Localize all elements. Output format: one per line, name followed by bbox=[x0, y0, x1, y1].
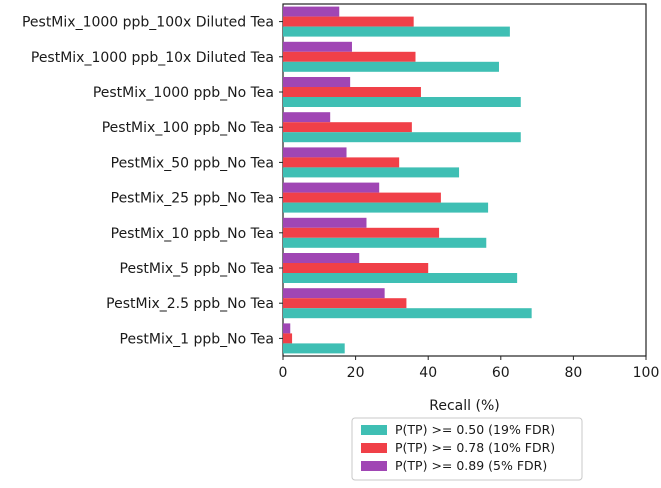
x-axis-label: Recall (%) bbox=[429, 398, 499, 414]
legend: P(TP) >= 0.50 (19% FDR) P(TP) >= 0.78 (10… bbox=[351, 417, 583, 481]
bar-3-9 bbox=[283, 288, 385, 299]
legend-box bbox=[351, 417, 583, 481]
category-label: PestMix_1000 ppb_No Tea bbox=[93, 85, 274, 101]
bar-3-10 bbox=[283, 323, 291, 334]
bar-1-5 bbox=[283, 167, 460, 178]
bar-2-8 bbox=[283, 263, 429, 273]
bar-1-2 bbox=[283, 61, 499, 72]
bar-2-5 bbox=[283, 157, 400, 168]
bar-3-8 bbox=[283, 253, 360, 263]
x-tick-label: 20 bbox=[347, 365, 365, 381]
bar-3-5 bbox=[283, 147, 347, 158]
legend-label-3: P(TP) >= 0.89 (5% FDR) bbox=[395, 458, 547, 473]
bar-2-2 bbox=[283, 51, 416, 62]
x-tick-label: 60 bbox=[492, 365, 510, 381]
category-label: PestMix_25 ppb_No Tea bbox=[111, 191, 274, 207]
bar-3-7 bbox=[283, 217, 367, 228]
bar-3-4 bbox=[283, 112, 331, 123]
bar-2-6 bbox=[283, 192, 441, 203]
plot-area bbox=[282, 3, 647, 357]
category-labels: PestMix_1000 ppb_100x Diluted Tea PestMix… bbox=[22, 15, 283, 347]
bar-3-3 bbox=[283, 77, 351, 87]
legend-swatch-2 bbox=[361, 443, 387, 453]
x-tick-label: 0 bbox=[279, 365, 288, 381]
bar-group bbox=[283, 6, 532, 354]
bar-1-4 bbox=[283, 132, 521, 143]
category-label: PestMix_50 ppb_No Tea bbox=[111, 155, 274, 171]
legend-swatch-1 bbox=[361, 425, 387, 435]
bar-1-10 bbox=[283, 343, 345, 354]
bar-2-9 bbox=[283, 298, 407, 309]
bar-1-9 bbox=[283, 308, 532, 319]
bar-2-4 bbox=[283, 122, 412, 133]
bar-2-3 bbox=[283, 87, 421, 97]
bar-3-2 bbox=[283, 41, 352, 52]
category-label: PestMix_1 ppb_No Tea bbox=[120, 331, 274, 347]
category-label: PestMix_100 ppb_No Tea bbox=[102, 120, 274, 136]
bar-2-7 bbox=[283, 227, 440, 238]
x-tick-label: 40 bbox=[419, 365, 437, 381]
x-tick-label: 80 bbox=[564, 365, 582, 381]
category-label: PestMix_5 ppb_No Tea bbox=[120, 261, 274, 277]
x-axis-ticks: 0 20 40 60 80 100 bbox=[279, 356, 660, 381]
bar-2-1 bbox=[283, 16, 414, 27]
legend-swatch-3 bbox=[361, 461, 387, 471]
bar-1-6 bbox=[283, 202, 489, 213]
legend-label-1: P(TP) >= 0.50 (19% FDR) bbox=[395, 422, 555, 437]
bar-3-6 bbox=[283, 182, 380, 193]
category-label: PestMix_2.5 ppb_No Tea bbox=[106, 296, 274, 312]
bar-1-8 bbox=[283, 273, 518, 283]
category-label: PestMix_10 ppb_No Tea bbox=[111, 226, 274, 242]
legend-label-2: P(TP) >= 0.78 (10% FDR) bbox=[395, 440, 555, 455]
bar-1-3 bbox=[283, 97, 521, 107]
bar-1-7 bbox=[283, 237, 487, 248]
category-label: PestMix_1000 ppb_100x Diluted Tea bbox=[22, 15, 274, 31]
category-label: PestMix_1000 ppb_10x Diluted Tea bbox=[31, 50, 274, 66]
bar-3-1 bbox=[283, 6, 340, 17]
bar-2-10 bbox=[283, 333, 293, 344]
bar-1-1 bbox=[283, 26, 510, 37]
x-tick-label: 100 bbox=[633, 365, 660, 381]
